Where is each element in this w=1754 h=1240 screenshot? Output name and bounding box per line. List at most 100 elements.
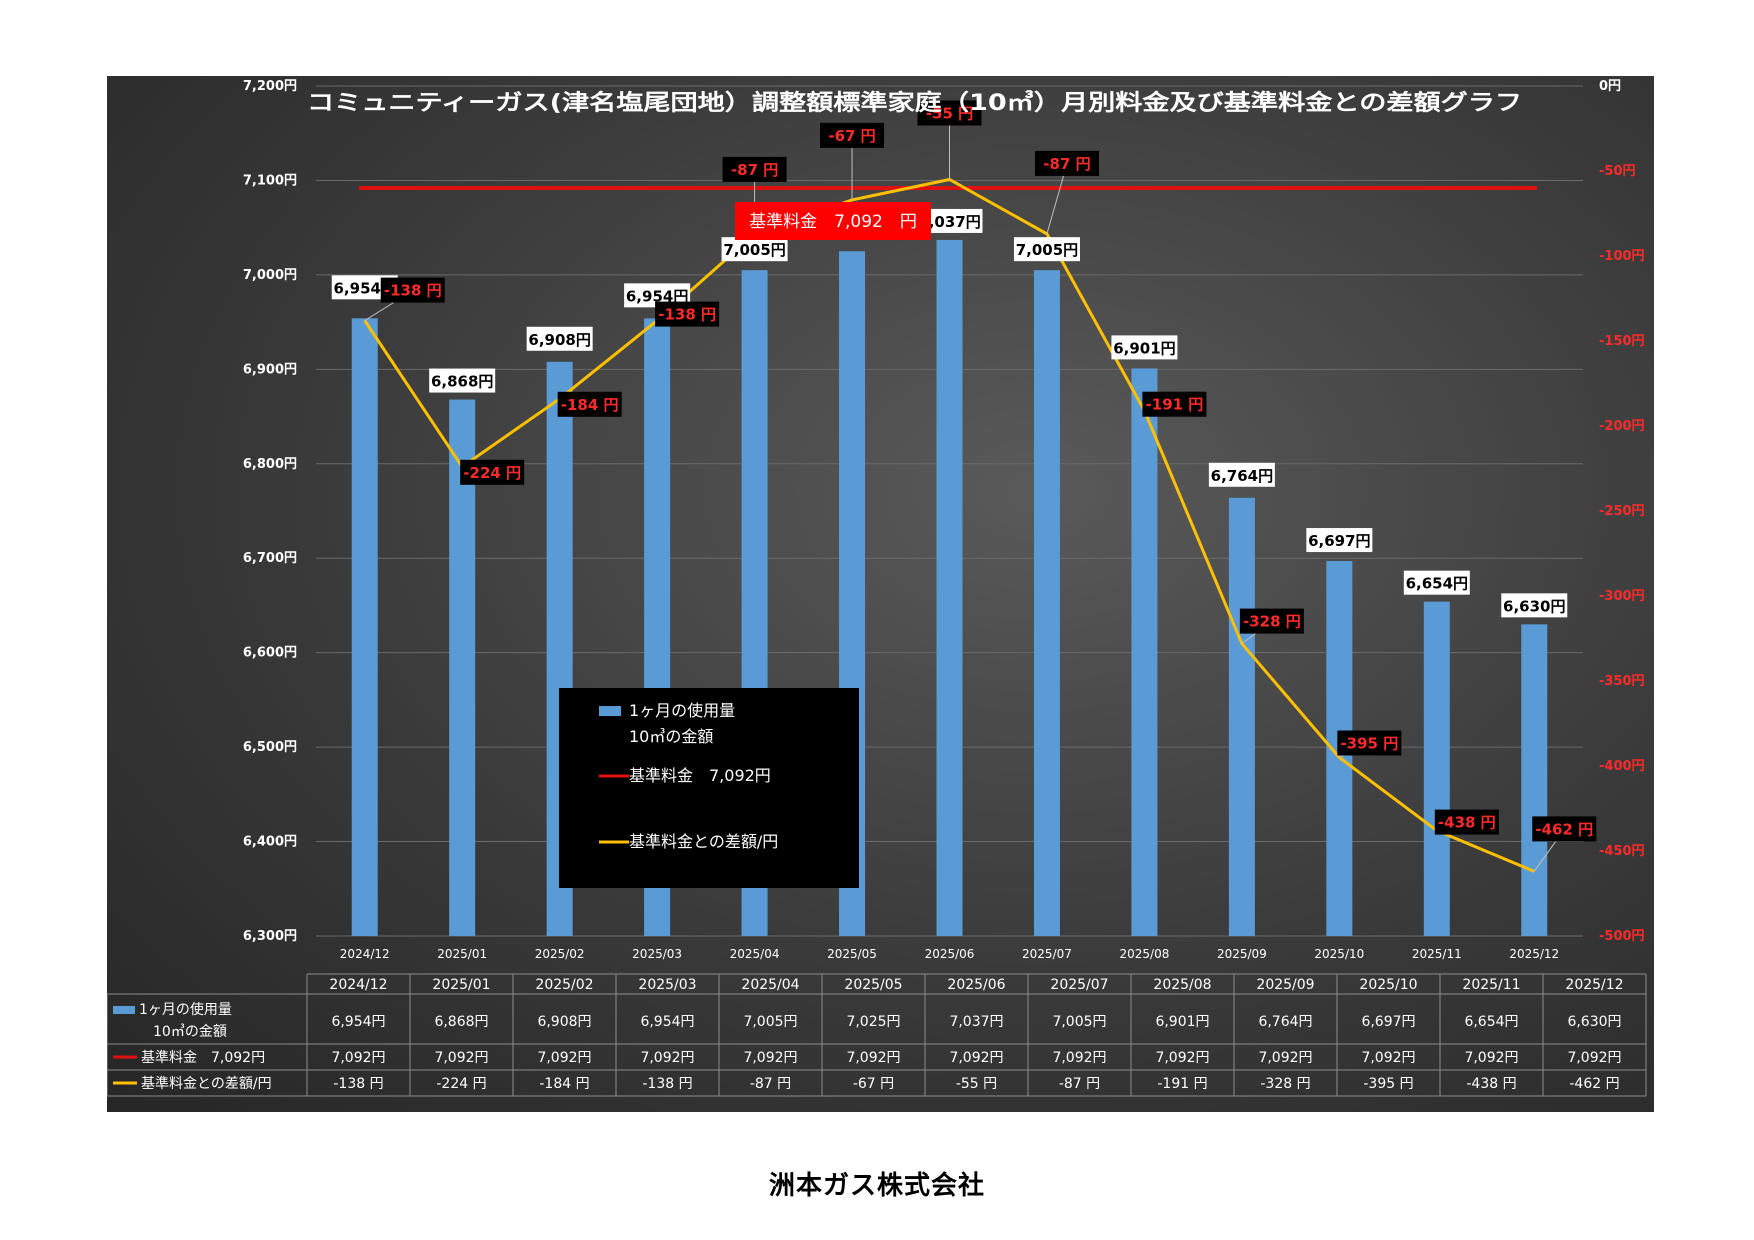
table-cell: 7,092円 <box>1361 1050 1415 1066</box>
y-left-tick-label: 7,200円 <box>243 79 297 94</box>
legend-label-base: 基準料金 7,092円 <box>629 766 771 785</box>
table-row-label: 10㎥の金額 <box>153 1024 227 1040</box>
diff-data-label-bg <box>1239 608 1304 634</box>
diff-data-label-bg <box>1434 809 1499 835</box>
bar-data-label-bg <box>1013 237 1080 262</box>
diff-data-label-bg <box>1034 150 1099 176</box>
y-right-tick-label: -250円 <box>1599 504 1645 519</box>
y-left-tick-label: 6,800円 <box>243 457 297 472</box>
bar <box>1521 624 1548 936</box>
legend-label-bar-2: 10㎥の金額 <box>629 727 713 746</box>
diff-data-label: -462 円 <box>1535 820 1593 838</box>
diff-data-label-bg <box>557 391 622 417</box>
table-header-cell: 2025/11 <box>1462 977 1520 993</box>
y-right-tick-label: -150円 <box>1599 334 1645 349</box>
legend-label-diff: 基準料金との差額/円 <box>629 832 778 851</box>
table-cell: 6,954円 <box>640 1014 694 1030</box>
y-right-tick-label: -500円 <box>1599 929 1645 944</box>
diff-data-label: -184 円 <box>561 396 619 414</box>
y-left-tick-label: 6,300円 <box>243 929 297 944</box>
x-tick-label: 2025/07 <box>1022 947 1072 961</box>
x-tick-label: 2024/12 <box>340 947 390 961</box>
diff-data-label-bg <box>722 156 787 182</box>
bar-data-label: 6,697円 <box>1308 532 1370 550</box>
diff-data-label-bg <box>380 277 445 303</box>
y-right-tick-label: -200円 <box>1599 419 1645 434</box>
bar-data-label: 6,901円 <box>1113 339 1175 357</box>
bar <box>1228 497 1255 936</box>
y-left-tick-label: 6,500円 <box>243 740 297 755</box>
table-cell: 7,025円 <box>846 1014 900 1030</box>
bar-data-label: 6,908円 <box>528 331 590 349</box>
table-cell: -328 円 <box>1260 1076 1310 1092</box>
table-cell: 6,630円 <box>1567 1014 1621 1030</box>
table-cell: 6,697円 <box>1361 1014 1415 1030</box>
table-cell: -184 円 <box>539 1076 589 1092</box>
table-cell: 7,092円 <box>743 1050 797 1066</box>
table-header-cell: 2025/01 <box>432 977 490 993</box>
table-cell: 7,092円 <box>537 1050 591 1066</box>
table-cell: 6,764円 <box>1258 1014 1312 1030</box>
table-swatch-bar <box>113 1006 135 1014</box>
x-tick-label: 2025/10 <box>1314 947 1364 961</box>
table-cell: -87 円 <box>750 1076 791 1092</box>
table-cell: -438 円 <box>1466 1076 1516 1092</box>
bar-data-label: 6,764円 <box>1211 467 1273 485</box>
table-cell: -191 円 <box>1157 1076 1207 1092</box>
table-header-cell: 2025/03 <box>638 977 696 993</box>
x-tick-label: 2025/06 <box>925 947 975 961</box>
y-left-tick-label: 6,600円 <box>243 646 297 661</box>
table-cell: 7,092円 <box>640 1050 694 1066</box>
bar-data-label-bg <box>1208 462 1275 487</box>
diff-data-label: -224 円 <box>463 464 521 482</box>
x-tick-label: 2025/02 <box>535 947 585 961</box>
table-cell: -224 円 <box>436 1076 486 1092</box>
table-cell: -395 円 <box>1363 1076 1413 1092</box>
bar-data-label: 6,654円 <box>1406 575 1468 593</box>
table-cell: 7,092円 <box>1567 1050 1621 1066</box>
x-tick-label: 2025/09 <box>1217 947 1267 961</box>
base-price-label: 基準料金 7,092 円 <box>749 212 917 232</box>
table-cell: 7,005円 <box>743 1014 797 1030</box>
bar-data-label: 7,005円 <box>1016 241 1078 259</box>
diff-data-label-bg <box>820 122 885 148</box>
company-name: 洲本ガス株式会社 <box>768 1171 985 1201</box>
table-cell: 6,908円 <box>537 1014 591 1030</box>
y-right-tick-label: 0円 <box>1599 79 1621 94</box>
table-row-label: 基準料金との差額/円 <box>141 1075 272 1092</box>
y-right-tick-label: -100円 <box>1599 249 1645 264</box>
diff-data-label: -55 円 <box>926 105 973 123</box>
bar-data-label-bg <box>1306 528 1373 553</box>
table-cell: 7,092円 <box>1052 1050 1106 1066</box>
diff-data-label-bg <box>1142 391 1207 417</box>
bar-data-label: 6,954円 <box>334 279 396 297</box>
base-price-label-bg <box>735 202 931 240</box>
bar-data-label: 7,005円 <box>723 241 785 259</box>
bar <box>1033 270 1060 936</box>
table-cell: 6,901円 <box>1155 1014 1209 1030</box>
bar <box>449 399 476 936</box>
diff-data-label-bg <box>460 459 525 485</box>
bar-data-label-bg <box>429 368 496 393</box>
y-left-tick-label: 7,100円 <box>243 173 297 188</box>
x-tick-label: 2025/12 <box>1509 947 1559 961</box>
table-header-cell: 2025/06 <box>947 977 1005 993</box>
table-header-cell: 2025/02 <box>535 977 593 993</box>
table-cell: -138 円 <box>333 1076 383 1092</box>
y-left-tick-label: 7,000円 <box>243 268 297 283</box>
table-header-cell: 2025/12 <box>1565 977 1623 993</box>
y-right-tick-label: -350円 <box>1599 674 1645 689</box>
diff-data-label: -67 円 <box>828 127 875 145</box>
bar-data-label-bg <box>526 326 593 351</box>
diff-data-label: -138 円 <box>384 282 442 300</box>
diff-data-label-bg <box>1337 730 1402 756</box>
diff-data-label-bg <box>917 100 982 126</box>
y-right-tick-label: -50円 <box>1599 164 1636 179</box>
diff-data-label-bg <box>655 301 720 327</box>
table-header-cell: 2025/05 <box>844 977 902 993</box>
table-header-cell: 2025/09 <box>1256 977 1314 993</box>
bar-data-label-bg <box>721 237 788 262</box>
diff-data-label: -328 円 <box>1243 613 1301 631</box>
table-row-label: 基準料金 7,092円 <box>141 1049 265 1066</box>
y-right-tick-label: -300円 <box>1599 589 1645 604</box>
